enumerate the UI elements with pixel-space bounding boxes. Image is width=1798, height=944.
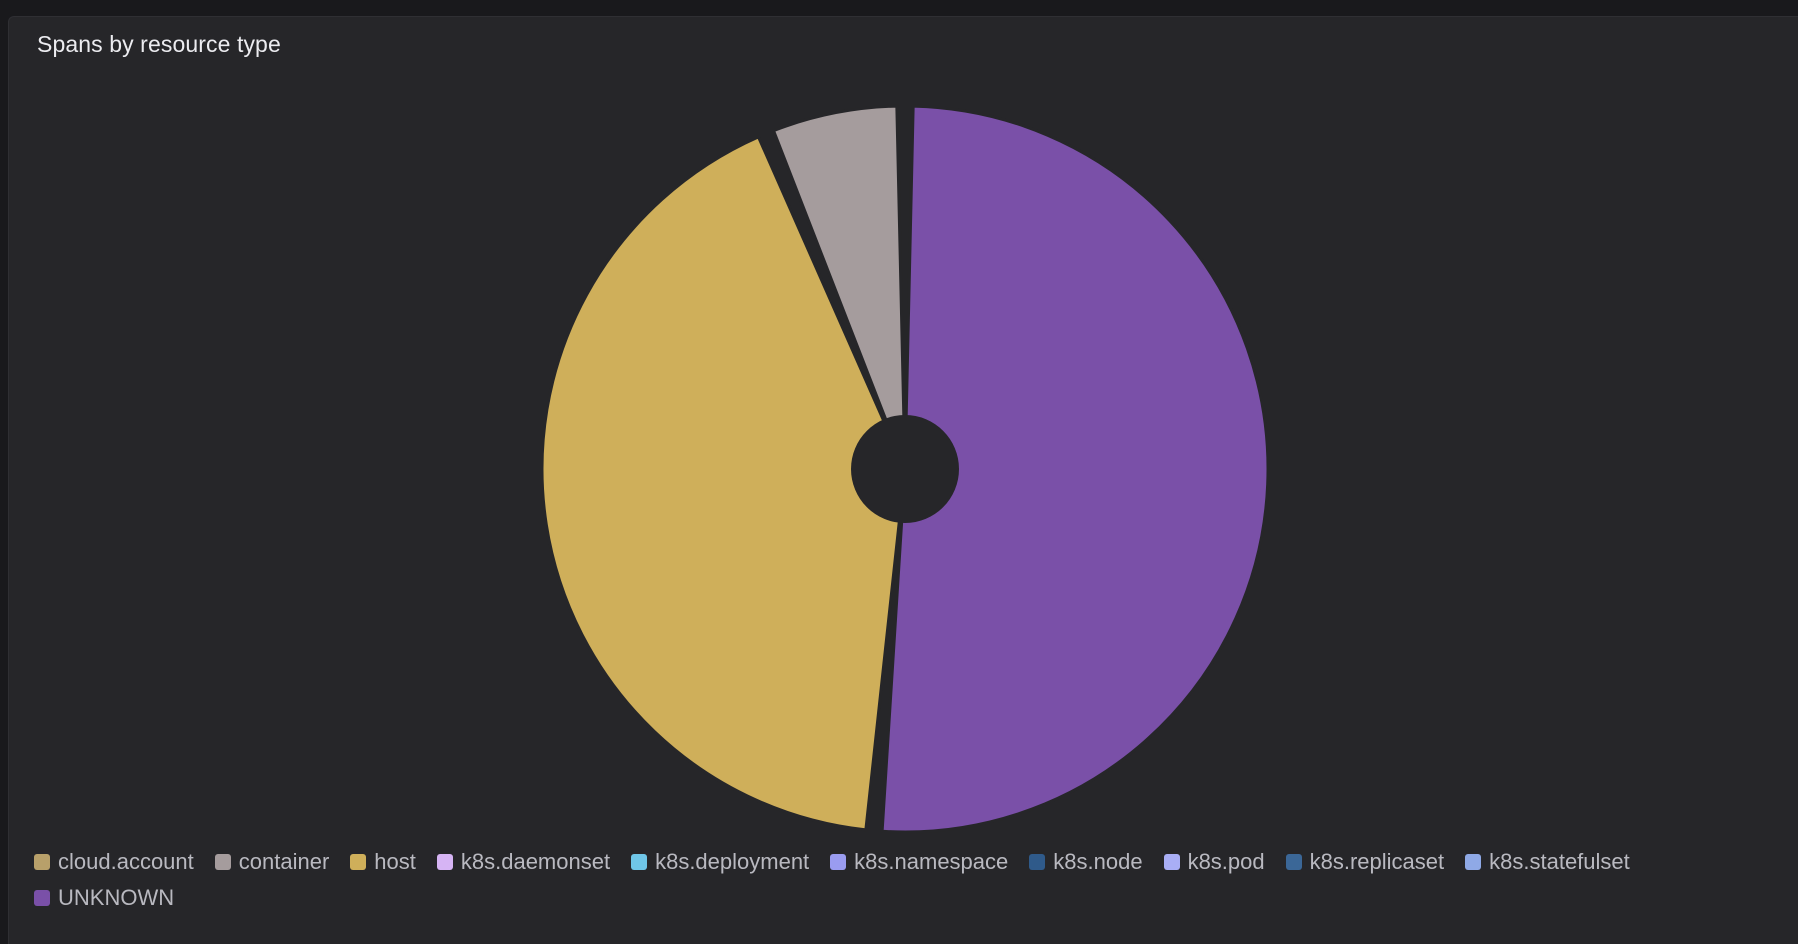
chart-legend: cloud.account container host k8s.daemonset k… bbox=[34, 849, 1774, 910]
pie-slice-container[interactable] bbox=[772, 104, 907, 456]
legend-item-k8s-node[interactable]: k8s.node bbox=[1029, 849, 1143, 874]
legend-item-k8s-pod[interactable]: k8s.pod bbox=[1163, 849, 1265, 874]
panel-title: Spans by resource type bbox=[37, 31, 281, 57]
legend-label: container bbox=[238, 849, 330, 874]
legend-item-k8s-replicaset[interactable]: k8s.replicaset bbox=[1285, 849, 1445, 874]
pie-slice-host[interactable] bbox=[540, 135, 905, 832]
legend-swatch bbox=[350, 854, 367, 870]
legend-label: k8s.namespace bbox=[854, 849, 1009, 874]
legend-item-k8s-daemonset[interactable]: k8s.daemonset bbox=[436, 849, 611, 874]
legend-swatch bbox=[34, 890, 50, 906]
legend-item-container[interactable]: container bbox=[214, 849, 330, 874]
legend-label: k8s.daemonset bbox=[460, 849, 611, 874]
pie-center-hole bbox=[851, 415, 959, 523]
top-bar bbox=[0, 0, 1798, 16]
legend-label: cloud.account bbox=[58, 849, 194, 874]
legend-label: UNKNOWN bbox=[58, 885, 175, 910]
legend-swatch bbox=[830, 854, 847, 870]
legend-swatch bbox=[1465, 854, 1482, 870]
legend-item-k8s-deployment[interactable]: k8s.deployment bbox=[631, 849, 810, 874]
legend-swatch bbox=[34, 854, 50, 870]
legend-item-cloud-account[interactable]: cloud.account bbox=[34, 849, 194, 874]
legend-swatch bbox=[631, 854, 648, 870]
legend-swatch bbox=[214, 854, 231, 870]
legend-item-unknown[interactable]: UNKNOWN bbox=[34, 885, 175, 910]
legend-label: k8s.pod bbox=[1187, 849, 1265, 874]
legend-item-k8s-statefulset[interactable]: k8s.statefulset bbox=[1465, 849, 1630, 874]
legend-item-k8s-namespace[interactable]: k8s.namespace bbox=[830, 849, 1009, 874]
pie-slice-unknown[interactable] bbox=[880, 104, 1270, 834]
legend-label: k8s.node bbox=[1053, 849, 1143, 874]
legend-label: k8s.replicaset bbox=[1309, 849, 1445, 874]
legend-swatch bbox=[1163, 854, 1180, 870]
legend-label: k8s.statefulset bbox=[1489, 849, 1630, 874]
legend-label: host bbox=[374, 849, 416, 874]
legend-swatch bbox=[1029, 854, 1046, 870]
legend-item-host[interactable]: host bbox=[350, 849, 416, 874]
legend-swatch bbox=[1285, 854, 1302, 870]
pie-slices bbox=[540, 104, 1270, 834]
legend-swatch bbox=[436, 854, 453, 870]
legend-label: k8s.deployment bbox=[655, 849, 810, 874]
